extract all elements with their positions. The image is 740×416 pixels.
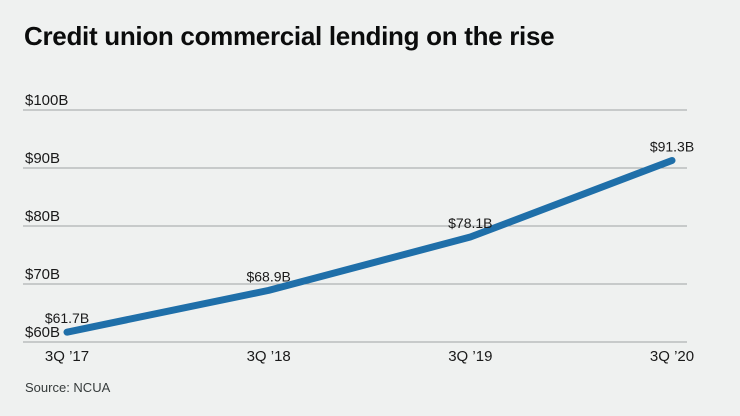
x-tick-label: 3Q ’17 — [45, 348, 89, 365]
data-label: $61.7B — [45, 310, 89, 326]
chart-title: Credit union commercial lending on the r… — [24, 21, 555, 51]
y-tick-label: $60B — [25, 324, 60, 341]
x-tick-label: 3Q ’19 — [448, 348, 492, 365]
data-label: $91.3B — [650, 138, 694, 154]
y-tick-label: $90B — [25, 150, 60, 167]
y-tick-label: $70B — [25, 266, 60, 283]
data-line — [63, 156, 676, 336]
data-label: $78.1B — [448, 215, 492, 231]
source-note: Source: NCUA — [25, 380, 111, 395]
y-tick-label: $80B — [25, 208, 60, 225]
x-tick-label: 3Q ’20 — [650, 348, 694, 365]
data-label: $68.9B — [246, 268, 290, 284]
x-tick-label: 3Q ’18 — [247, 348, 291, 365]
y-tick-label: $100B — [25, 92, 68, 109]
